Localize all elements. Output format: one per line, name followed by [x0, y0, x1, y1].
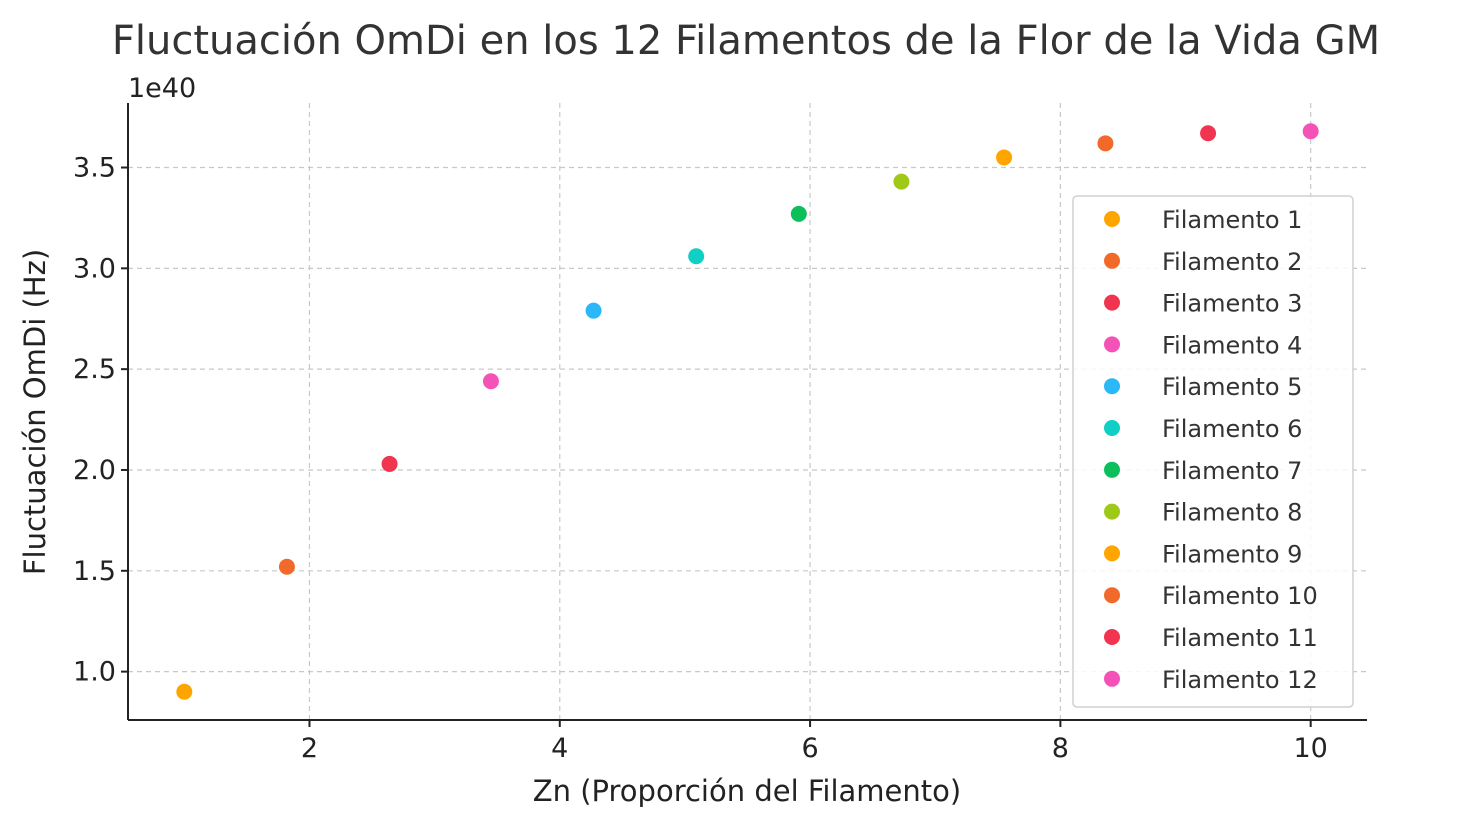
legend-label-filamento-6: Filamento 6 [1162, 415, 1302, 443]
legend-marker-filamento-10 [1104, 587, 1120, 604]
data-point-filamento-4 [482, 373, 499, 390]
x-tick-label: 10 [1294, 733, 1328, 764]
legend-marker-filamento-9 [1104, 545, 1120, 562]
data-point-filamento-8 [893, 173, 910, 190]
data-point-filamento-10 [1097, 135, 1114, 152]
data-point-filamento-3 [381, 455, 398, 472]
legend-label-filamento-11: Filamento 11 [1162, 624, 1318, 652]
y-tick-label: 1.5 [73, 556, 116, 587]
data-point-filamento-2 [278, 558, 295, 575]
legend-box [1072, 195, 1354, 708]
y-tick-label: 2.0 [73, 455, 116, 486]
points-layer [176, 123, 1319, 700]
legend-label-filamento-4: Filamento 4 [1162, 331, 1302, 359]
legend-label-filamento-1: Filamento 1 [1162, 206, 1302, 234]
legend-marker-filamento-1 [1104, 211, 1120, 227]
y-axis-offset-text: 1e40 [128, 73, 196, 104]
legend-marker-filamento-5 [1104, 378, 1120, 395]
legend: Filamento 1 Filamento 2 Filamento 3 Filamen… [1072, 195, 1354, 708]
legend-label-filamento-2: Filamento 2 [1162, 248, 1302, 276]
x-axis-label: Zn (Proporción del Filamento) [533, 774, 961, 808]
chart-title: Fluctuación OmDi en los 12 Filamentos de… [112, 18, 1380, 64]
legend-marker-filamento-3 [1104, 294, 1120, 311]
legend-marker-filamento-2 [1104, 252, 1120, 269]
x-tick-label: 8 [1052, 733, 1069, 764]
x-tick-label: 4 [551, 733, 568, 764]
legend-label-filamento-10: Filamento 10 [1162, 582, 1318, 610]
legend-marker-filamento-12 [1104, 670, 1120, 687]
data-point-filamento-9 [996, 149, 1013, 166]
x-tick-label: 6 [801, 733, 818, 764]
x-tick-label: 2 [301, 733, 318, 764]
y-tick-label: 3.5 [73, 153, 116, 184]
y-axis-label: Fluctuación OmDi (Hz) [18, 249, 52, 575]
y-tick-label: 1.0 [73, 657, 116, 688]
y-tick-label: 2.5 [73, 354, 116, 385]
legend-marker-filamento-6 [1104, 420, 1120, 436]
legend-label-filamento-3: Filamento 3 [1162, 290, 1302, 318]
legend-label-filamento-9: Filamento 9 [1162, 540, 1302, 568]
legend-label-filamento-12: Filamento 12 [1162, 666, 1318, 694]
legend-marker-filamento-7 [1104, 461, 1120, 478]
legend-label-filamento-7: Filamento 7 [1162, 457, 1302, 485]
data-point-filamento-7 [790, 205, 807, 222]
legend-marker-filamento-8 [1104, 503, 1120, 520]
data-point-filamento-11 [1200, 125, 1217, 142]
data-point-filamento-1 [176, 683, 193, 700]
legend-label-filamento-5: Filamento 5 [1162, 373, 1302, 401]
data-point-filamento-6 [688, 248, 705, 265]
axes-layer [127, 103, 1367, 721]
legend-label-filamento-8: Filamento 8 [1162, 499, 1302, 527]
data-point-filamento-12 [1302, 123, 1319, 140]
data-point-filamento-5 [585, 302, 602, 319]
legend-marker-filamento-4 [1104, 336, 1120, 353]
ticks-layer: 2 4 6 8 10 1.0 1.5 2.0 2.5 3.0 3.5 [73, 153, 1328, 764]
y-tick-label: 3.0 [73, 253, 116, 284]
legend-marker-filamento-11 [1104, 629, 1120, 645]
